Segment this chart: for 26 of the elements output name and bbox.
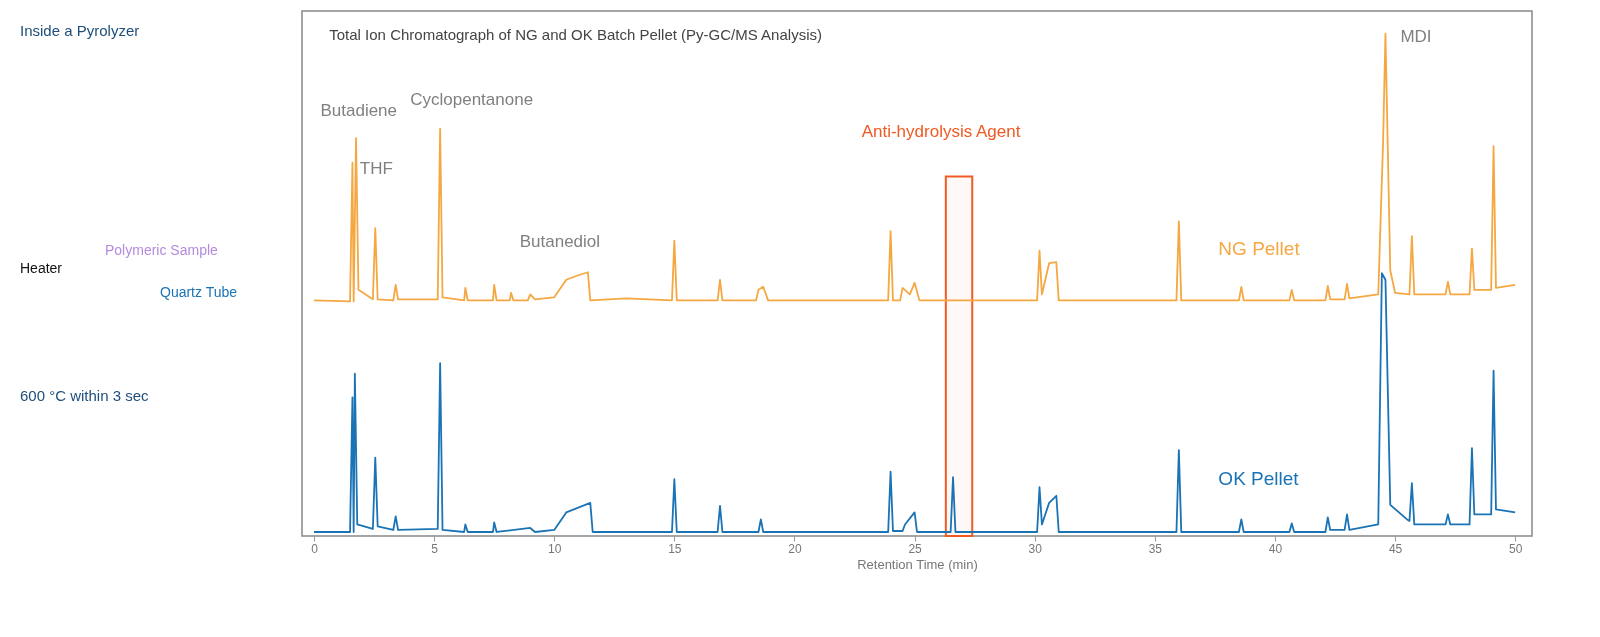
- x-tick-label: 20: [788, 541, 802, 556]
- x-tick-label: 5: [431, 541, 439, 556]
- text: Polymeric Sample: [105, 242, 219, 258]
- x-tick-label: 25: [908, 541, 923, 556]
- x-axis-title: Retention Time (min): [857, 556, 978, 572]
- text: Inside a Pyrolyzer: [20, 22, 140, 39]
- annotation: Cyclopentanone: [410, 90, 534, 110]
- series-label: OK Pellet: [1218, 468, 1300, 490]
- text: Heater: [20, 260, 63, 276]
- series-label: NG Pellet: [1218, 238, 1301, 260]
- x-tick-label: 45: [1388, 541, 1403, 556]
- x-tick-label: 50: [1509, 541, 1523, 556]
- x-tick-label: 30: [1028, 541, 1043, 556]
- x-tick-label: 15: [668, 541, 682, 556]
- x-tick-label: 10: [548, 541, 562, 556]
- chart-title: Total Ion Chromatograph of NG and OK Batch Pellet (Py-GC/MS Analysis): [329, 26, 822, 43]
- x-tick-label: 35: [1148, 541, 1163, 556]
- annotation: MDI: [1400, 27, 1432, 47]
- annotation: Anti-hydrolysis Agent: [861, 121, 1021, 141]
- text: 600 °C within 3 sec: [20, 387, 150, 404]
- text: Quartz Tube: [160, 284, 238, 300]
- x-tick-label: 40: [1268, 541, 1283, 556]
- annotation: Butadiene: [320, 100, 398, 120]
- x-tick-label: 0: [311, 541, 319, 556]
- annotation: Butanediol: [519, 232, 601, 251]
- annotation: THF: [359, 158, 393, 178]
